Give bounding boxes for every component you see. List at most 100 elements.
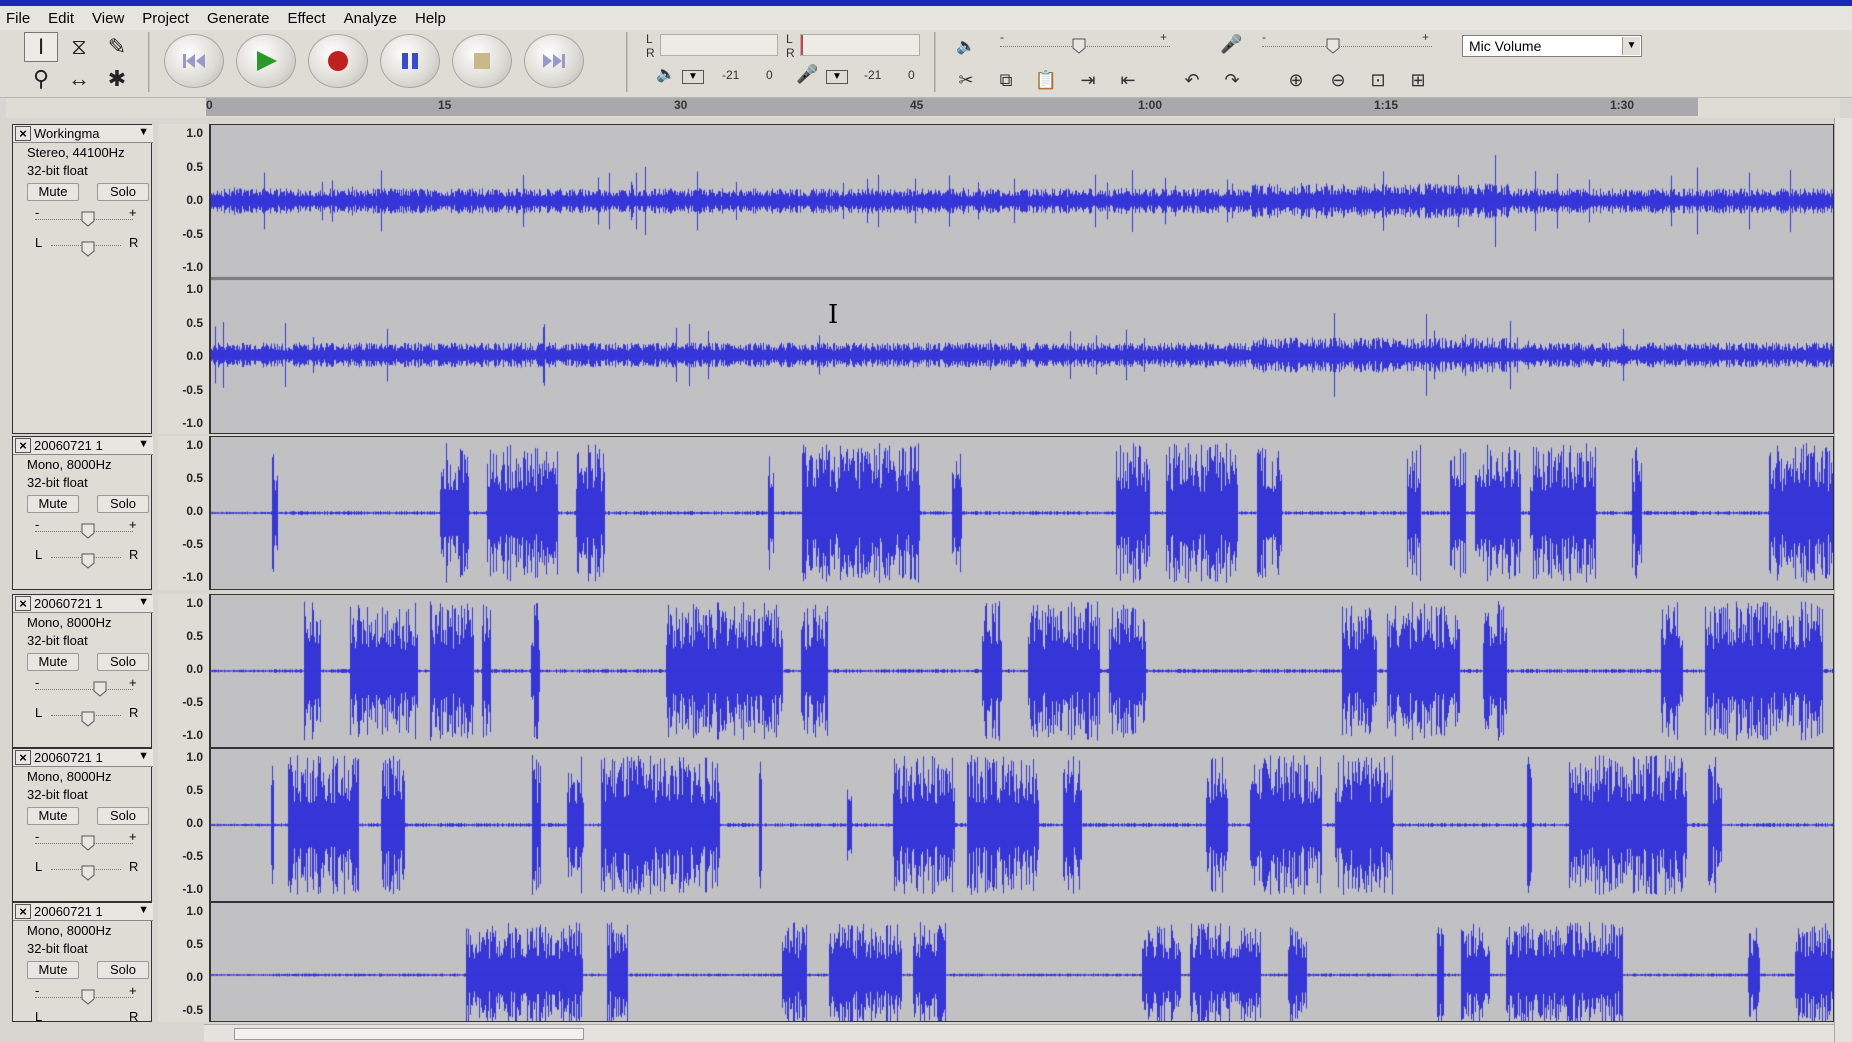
track-title-bar[interactable]: × 20060721 1 ▼ [13, 903, 153, 921]
vertical-scrollbar[interactable] [1834, 118, 1852, 1042]
output-slider-plus: + [1160, 30, 1168, 44]
waveform-area[interactable] [210, 748, 1834, 902]
record-meter[interactable] [800, 34, 920, 56]
selection-tool-icon[interactable]: I [24, 32, 58, 62]
gain-slider[interactable] [35, 689, 133, 691]
close-icon[interactable]: × [15, 904, 31, 919]
horizontal-scroll-thumb[interactable] [234, 1028, 584, 1040]
playback-meter-dropdown[interactable]: ▼ [682, 70, 704, 84]
gain-slider-thumb[interactable] [81, 523, 95, 539]
play-button[interactable] [236, 34, 296, 88]
skip-to-end-button[interactable] [524, 34, 584, 88]
track-title-bar[interactable]: × Workingma ▼ [13, 125, 153, 143]
chevron-down-icon[interactable]: ▼ [138, 126, 149, 138]
track-title-bar[interactable]: × 20060721 1 ▼ [13, 595, 153, 613]
scale-label: 0.5 [186, 159, 203, 174]
waveform-area[interactable] [210, 594, 1834, 748]
chevron-down-icon[interactable]: ▼ [138, 750, 149, 762]
pause-button[interactable] [380, 34, 440, 88]
stop-button[interactable] [452, 34, 512, 88]
zoom-in-icon[interactable]: ⊕ [1288, 69, 1304, 90]
scale-label: -0.5 [182, 695, 203, 709]
menu-view[interactable]: View [92, 9, 125, 27]
timeline-ruler[interactable]: 0 15 30 45 1:00 1:15 1:30 [6, 98, 1840, 118]
fit-selection-icon[interactable]: ⊡ [1370, 69, 1386, 90]
cut-icon[interactable]: ✂ [958, 69, 974, 90]
gain-slider-thumb[interactable] [81, 989, 95, 1005]
redo-icon[interactable]: ↷ [1224, 69, 1240, 90]
mute-button[interactable]: Mute [27, 807, 79, 825]
zoom-tool-icon[interactable]: ⚲ [32, 66, 50, 91]
amplitude-scale: 1.0 0.5 0.0 -0.5 [158, 902, 210, 1022]
close-icon[interactable]: × [15, 126, 31, 141]
input-source-select[interactable]: Mic Volume ▼ [1462, 35, 1642, 57]
menu-analyze[interactable]: Analyze [343, 9, 397, 27]
pan-slider-thumb[interactable] [81, 241, 95, 257]
menu-project[interactable]: Project [142, 9, 189, 27]
solo-button[interactable]: Solo [97, 495, 149, 513]
waveform-canvas[interactable] [211, 437, 1833, 589]
mute-button[interactable]: Mute [27, 183, 79, 201]
undo-icon[interactable]: ↶ [1184, 69, 1200, 90]
chevron-down-icon[interactable]: ▼ [138, 596, 149, 608]
waveform-canvas[interactable] [211, 903, 1833, 1021]
waveform-area[interactable] [210, 902, 1834, 1022]
output-volume-thumb[interactable] [1072, 38, 1086, 54]
timeshift-tool-icon[interactable]: ↔ [68, 66, 90, 91]
gain-slider-thumb[interactable] [81, 211, 95, 227]
solo-button[interactable]: Solo [97, 653, 149, 671]
pan-slider-thumb[interactable] [81, 865, 95, 881]
close-icon[interactable]: × [15, 438, 31, 453]
menu-edit[interactable]: Edit [48, 9, 75, 27]
skip-to-start-button[interactable] [164, 34, 224, 88]
input-volume-slider[interactable] [1262, 46, 1432, 48]
mute-button[interactable]: Mute [27, 653, 79, 671]
output-slider-minus: - [1000, 30, 1004, 44]
waveform-canvas[interactable] [211, 749, 1833, 901]
gain-plus-label: + [129, 205, 137, 220]
copy-icon[interactable]: ⧉ [999, 69, 1013, 90]
gain-slider-thumb[interactable] [93, 681, 107, 697]
horizontal-scrollbar[interactable] [204, 1024, 1834, 1042]
input-volume-thumb[interactable] [1326, 38, 1340, 54]
waveform-canvas[interactable] [211, 595, 1833, 747]
solo-button[interactable]: Solo [97, 961, 149, 979]
menu-help[interactable]: Help [414, 9, 446, 27]
silence-icon[interactable]: ⇤ [1120, 69, 1136, 90]
chevron-down-icon[interactable]: ▼ [138, 438, 149, 450]
close-icon[interactable]: × [15, 596, 31, 611]
zoom-out-icon[interactable]: ⊖ [1330, 69, 1346, 90]
stop-icon [474, 53, 490, 69]
record-button[interactable] [308, 34, 368, 88]
close-icon[interactable]: × [15, 750, 31, 765]
pan-slider-thumb[interactable] [81, 553, 95, 569]
meter-right-label: R [646, 46, 655, 60]
menu-file[interactable]: File [6, 9, 31, 27]
scale-label: 0.5 [186, 783, 203, 797]
gain-minus-label: - [35, 983, 40, 998]
solo-button[interactable]: Solo [97, 807, 149, 825]
pan-slider-thumb[interactable] [81, 711, 95, 727]
gain-slider-thumb[interactable] [81, 835, 95, 851]
fit-project-icon[interactable]: ⊞ [1410, 69, 1426, 90]
menu-generate[interactable]: Generate [206, 9, 270, 27]
paste-icon[interactable]: 📋 [1034, 69, 1058, 90]
menu-effect[interactable]: Effect [287, 9, 326, 27]
trim-icon[interactable]: ⇥ [1080, 69, 1096, 90]
solo-button[interactable]: Solo [97, 183, 149, 201]
playback-meter[interactable] [660, 34, 778, 56]
waveform-canvas[interactable] [211, 125, 1833, 433]
audio-track: × 20060721 1 ▼ Mono, 8000Hz 32-bit float… [12, 902, 1834, 1024]
waveform-area[interactable] [210, 436, 1834, 590]
scale-label: 1.0 [186, 126, 203, 140]
multi-tool-icon[interactable]: ✱ [107, 66, 127, 91]
record-meter-dropdown[interactable]: ▼ [826, 70, 848, 84]
mute-button[interactable]: Mute [27, 495, 79, 513]
chevron-down-icon[interactable]: ▼ [138, 904, 149, 916]
mute-button[interactable]: Mute [27, 961, 79, 979]
waveform-area[interactable] [210, 124, 1834, 434]
track-title-bar[interactable]: × 20060721 1 ▼ [13, 437, 153, 455]
track-title-bar[interactable]: × 20060721 1 ▼ [13, 749, 153, 767]
draw-tool-icon[interactable]: ✎ [107, 34, 127, 59]
envelope-tool-icon[interactable]: ⧖ [71, 34, 87, 59]
